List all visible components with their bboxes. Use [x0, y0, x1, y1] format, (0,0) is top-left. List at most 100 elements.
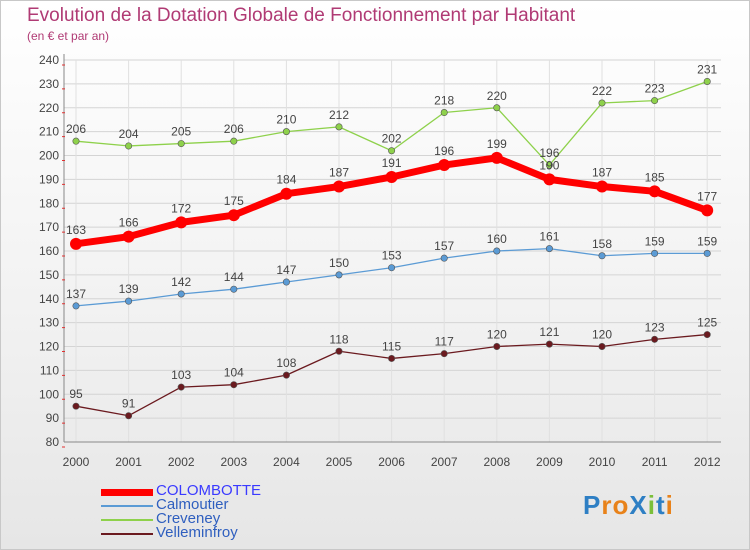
data-point	[70, 237, 82, 250]
data-point	[493, 247, 501, 255]
y-tick-label: 190	[39, 172, 59, 186]
data-point	[230, 137, 238, 145]
logo-letter: i	[665, 490, 674, 520]
data-label: 190	[539, 158, 559, 172]
data-label: 177	[697, 189, 717, 203]
data-point	[440, 109, 448, 117]
data-label: 117	[435, 335, 454, 349]
data-label: 196	[539, 146, 559, 160]
data-label: 150	[329, 256, 349, 270]
x-tick-label: 2008	[483, 455, 510, 469]
data-label: 159	[697, 234, 717, 248]
data-point	[651, 335, 659, 343]
data-point	[703, 77, 711, 85]
x-tick-label: 2003	[220, 455, 247, 469]
proxiti-logo: ProXiti	[583, 490, 674, 521]
data-label: 231	[697, 62, 717, 76]
y-tick-label: 130	[39, 316, 59, 330]
data-point	[280, 187, 293, 200]
data-label: 199	[487, 137, 507, 151]
data-point	[440, 254, 448, 262]
logo-letter: o	[612, 490, 630, 520]
data-label: 123	[645, 320, 665, 334]
legend-label: Calmoutier	[156, 496, 229, 513]
data-label: 205	[171, 125, 191, 139]
data-point	[388, 354, 396, 362]
data-label: 103	[171, 368, 191, 382]
data-label: 161	[539, 230, 559, 244]
data-point	[545, 340, 553, 348]
data-point	[598, 342, 606, 350]
legend-swatch	[101, 505, 153, 507]
data-point	[651, 249, 659, 257]
y-tick-label: 230	[39, 77, 59, 91]
data-label: 104	[224, 366, 244, 380]
data-point	[125, 297, 133, 305]
data-point	[125, 142, 133, 150]
data-point	[490, 151, 503, 164]
data-label: 144	[224, 270, 244, 284]
y-tick-label: 90	[46, 411, 60, 425]
data-label: 172	[171, 201, 191, 215]
data-label: 175	[224, 194, 244, 208]
data-label: 206	[224, 122, 244, 136]
logo-letter: t	[655, 490, 666, 520]
data-point	[177, 290, 185, 298]
data-label: 137	[66, 287, 86, 301]
data-point	[230, 285, 238, 293]
data-label: 121	[539, 325, 559, 339]
y-tick-label: 140	[39, 292, 59, 306]
data-point	[493, 104, 501, 112]
data-point	[177, 383, 185, 391]
data-label: 153	[382, 249, 402, 263]
logo-letter: P	[583, 490, 602, 520]
y-tick-label: 180	[39, 196, 59, 210]
data-label: 218	[434, 94, 454, 108]
data-label: 184	[276, 173, 296, 187]
x-tick-label: 2005	[326, 455, 353, 469]
data-point	[230, 381, 238, 389]
data-label: 115	[382, 339, 401, 353]
data-label: 125	[697, 316, 717, 330]
y-tick-label: 80	[46, 435, 60, 449]
data-label: 206	[66, 122, 86, 136]
y-tick-label: 150	[39, 268, 59, 282]
y-tick-label: 240	[39, 53, 59, 67]
data-label: 202	[382, 132, 402, 146]
data-label: 120	[487, 328, 507, 342]
x-tick-label: 2001	[115, 455, 142, 469]
data-point	[701, 204, 714, 217]
data-point	[388, 147, 396, 155]
x-tick-label: 2012	[694, 455, 721, 469]
data-label: 166	[119, 216, 139, 230]
data-label: 118	[329, 332, 348, 346]
x-tick-label: 2011	[642, 455, 668, 469]
logo-letter: r	[601, 490, 613, 520]
y-tick-label: 170	[39, 220, 59, 234]
data-point	[175, 216, 188, 229]
data-point	[651, 97, 659, 105]
data-point	[385, 170, 398, 183]
data-point	[282, 278, 290, 286]
data-label: 196	[434, 144, 454, 158]
chart-title: Evolution de la Dotation Globale de Fonc…	[27, 5, 576, 26]
data-point	[335, 271, 343, 279]
data-label: 95	[69, 387, 83, 401]
data-point	[493, 342, 501, 350]
x-tick-label: 2002	[168, 455, 195, 469]
data-point	[335, 123, 343, 131]
data-label: 108	[276, 356, 296, 370]
y-tick-label: 210	[39, 125, 59, 139]
logo-letter: i	[647, 490, 656, 520]
data-label: 185	[645, 170, 665, 184]
data-point	[440, 350, 448, 358]
data-point	[125, 412, 133, 420]
data-point	[703, 331, 711, 339]
data-label: 220	[487, 89, 507, 103]
legend-label: Creveney	[156, 510, 221, 527]
chart-subtitle: (en € et par an)	[27, 29, 110, 43]
legend-label: Velleminfroy	[156, 524, 238, 541]
x-tick-label: 2010	[589, 455, 616, 469]
